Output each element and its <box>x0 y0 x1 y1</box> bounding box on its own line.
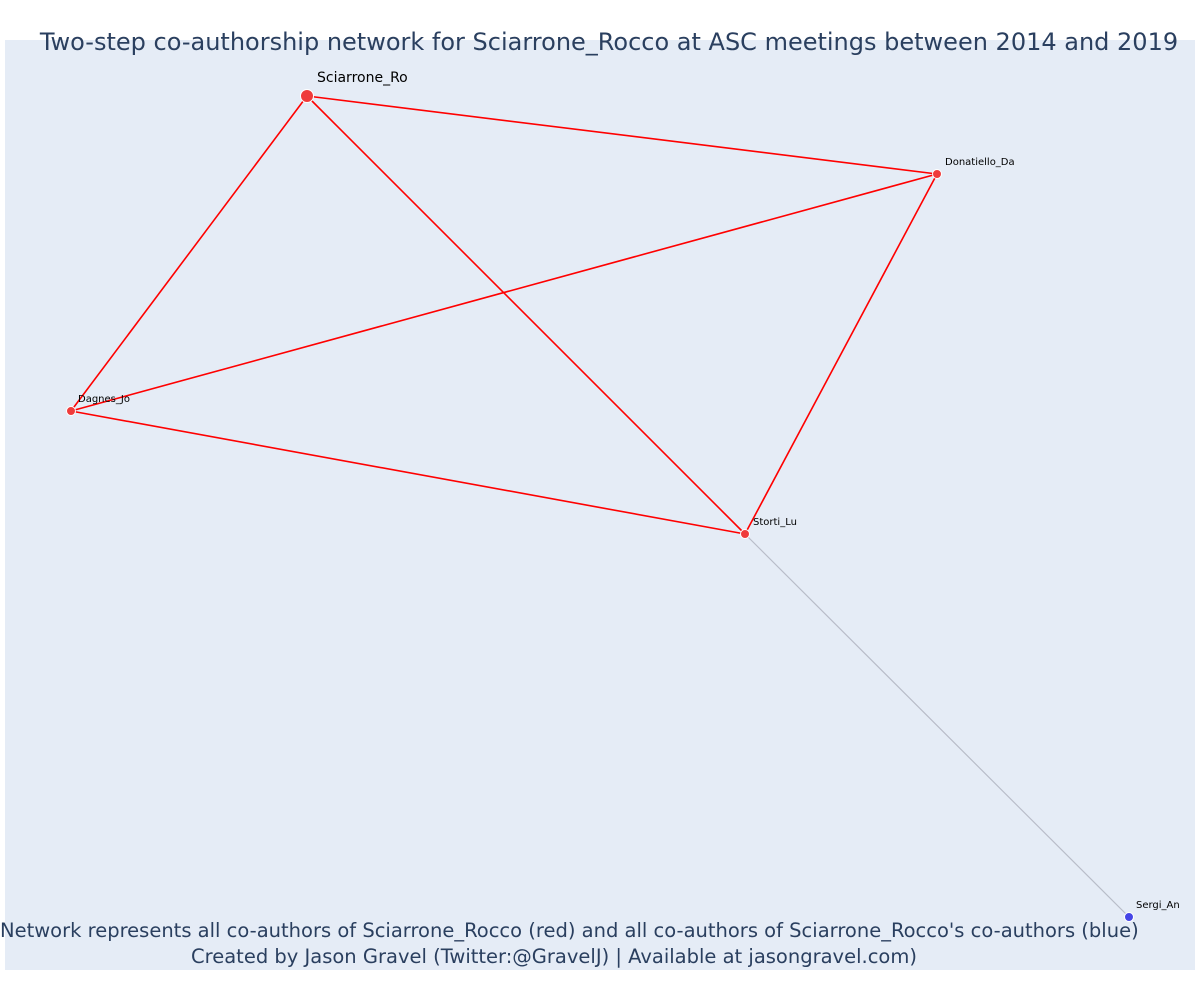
node-label-Sergi_An: Sergi_An <box>1136 900 1180 911</box>
edge-Sciarrone_Ro-Storti_Lu <box>306 95 746 535</box>
node-label-Storti_Lu: Storti_Lu <box>753 517 797 528</box>
labels-layer: Sciarrone_Ro Donatiello_Da Dagnes_Jo Storti… <box>78 70 1180 911</box>
node-Storti_Lu[interactable] <box>740 529 750 539</box>
edges-layer <box>70 95 1130 918</box>
edge-Sciarrone_Ro-Dagnes_Jo <box>70 95 308 412</box>
edge-Donatiello_Da-Storti_Lu <box>744 173 938 535</box>
node-label-Dagnes_Jo: Dagnes_Jo <box>78 394 130 405</box>
node-Donatiello_Da[interactable] <box>932 169 942 179</box>
nodes-layer <box>66 89 1134 922</box>
edge-Dagnes_Jo-Storti_Lu <box>70 410 746 535</box>
edge-Storti_Lu-Sergi_An <box>744 533 1130 918</box>
chart-caption: Network represents all co-authors of Sci… <box>0 918 1139 970</box>
node-Sergi_An[interactable] <box>1124 912 1134 922</box>
chart-title: Two-step co-authorship network for Sciar… <box>39 28 1179 56</box>
caption-line-1: Network represents all co-authors of Sci… <box>0 919 1139 942</box>
edge-Sciarrone_Ro-Donatiello_Da <box>306 95 938 175</box>
node-Dagnes_Jo[interactable] <box>66 406 76 416</box>
caption-line-2: Created by Jason Gravel (Twitter:@Gravel… <box>191 945 917 968</box>
node-label-Donatiello_Da: Donatiello_Da <box>945 157 1015 168</box>
node-label-Sciarrone_Ro: Sciarrone_Ro <box>317 70 408 86</box>
node-Sciarrone_Ro[interactable] <box>300 89 314 103</box>
plot-area <box>5 40 1195 970</box>
edge-Donatiello_Da-Dagnes_Jo <box>70 173 938 412</box>
